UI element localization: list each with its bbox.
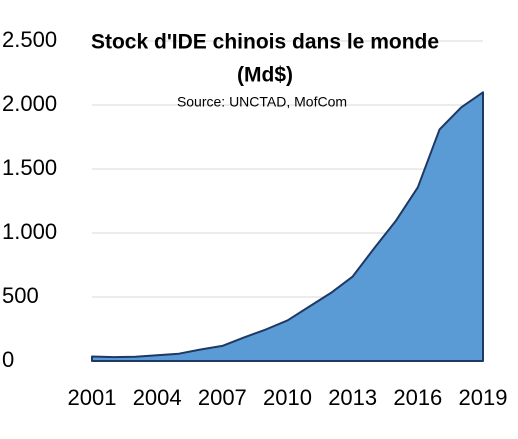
x-tick-label: 2001 [68,385,117,410]
y-tick-label: 1.500 [2,155,57,180]
y-tick-label: 2.000 [2,91,57,116]
chart-subtitle: Source: UNCTAD, MofCom [177,94,347,110]
x-tick-label: 2019 [459,385,508,410]
x-tick-label: 2016 [393,385,442,410]
chart-title: (Md$) [237,64,293,87]
y-tick-label: 0 [2,347,14,372]
x-tick-label: 2007 [198,385,247,410]
y-tick-label: 1.000 [2,219,57,244]
x-tick-label: 2013 [328,385,377,410]
x-tick-label: 2010 [263,385,312,410]
y-tick-label: 2.500 [2,27,57,52]
y-tick-label: 500 [2,283,39,308]
chart-title: Stock d'IDE chinois dans le monde [91,31,439,54]
x-tick-label: 2004 [133,385,182,410]
area [91,91,484,362]
